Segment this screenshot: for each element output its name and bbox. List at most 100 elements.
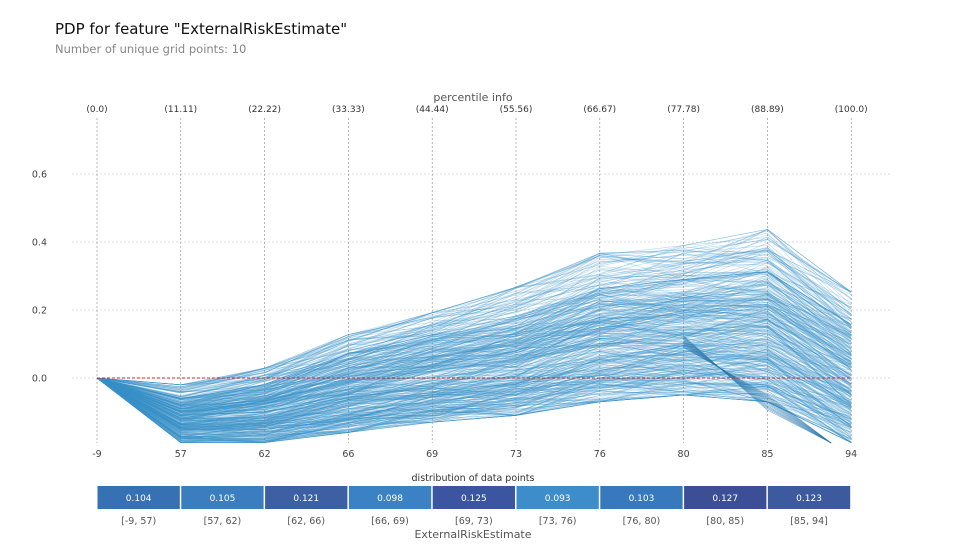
- ice-line: [96, 377, 852, 443]
- x-axis-title: ExternalRiskEstimate: [414, 528, 531, 541]
- ice-line: [96, 306, 852, 415]
- x-tick-label: -9: [92, 449, 101, 460]
- ice-line: [96, 350, 852, 428]
- distribution-bin: [181, 486, 264, 509]
- ice-line: [96, 253, 852, 401]
- ice-line: [96, 371, 852, 438]
- ice-line: [96, 360, 852, 436]
- ice-line: [96, 319, 852, 425]
- x-tick-label: 76: [594, 449, 606, 460]
- distribution-bin: [432, 486, 515, 509]
- ice-line: [96, 298, 852, 406]
- ice-line: [96, 290, 852, 409]
- ice-line: [96, 354, 852, 429]
- ice-line: [96, 326, 852, 417]
- ice-line: [96, 333, 852, 424]
- ice-line: [96, 344, 852, 428]
- ice-line: [96, 341, 852, 425]
- ice-line: [96, 359, 852, 433]
- ice-line: [96, 248, 852, 401]
- percentile-tick-label: (77.78): [667, 105, 700, 115]
- ice-line: [96, 377, 852, 443]
- ice-line: [96, 336, 852, 426]
- ice-line: [96, 248, 852, 393]
- ice-line: [96, 257, 852, 397]
- ice-line: [96, 358, 852, 433]
- ice-line: [96, 377, 852, 443]
- ice-line: [96, 292, 852, 408]
- percentile-tick-label: (100.0): [835, 105, 868, 115]
- ice-line: [96, 324, 852, 411]
- ice-line: [96, 254, 852, 397]
- ice-line: [96, 371, 852, 433]
- ice-line: [96, 342, 852, 429]
- ice-line: [96, 341, 852, 428]
- ice-line: [96, 355, 852, 427]
- ice-line: [96, 294, 852, 410]
- ice-line: [96, 319, 852, 419]
- ice-line: [96, 354, 852, 440]
- ice-line: [96, 284, 852, 401]
- ice-line: [96, 344, 852, 434]
- ice-line: [96, 272, 852, 402]
- ice-line: [96, 289, 852, 404]
- distribution-bin: [767, 486, 851, 509]
- ice-line: [96, 348, 852, 431]
- ice-line: [96, 377, 852, 443]
- ice-line: [96, 307, 852, 417]
- ice-line: [96, 266, 852, 400]
- ice-line: [96, 301, 852, 412]
- ice-line: [96, 261, 852, 398]
- ice-line: [96, 317, 852, 425]
- ice-line: [96, 309, 852, 412]
- ice-line: [96, 358, 852, 427]
- ice-line: [96, 321, 852, 416]
- ice-line: [96, 369, 852, 440]
- ice-line: [96, 305, 852, 419]
- ice-line: [96, 351, 852, 429]
- distribution-bin: [600, 486, 683, 509]
- ice-line: [96, 300, 852, 412]
- ice-line: [96, 316, 852, 417]
- ice-line: [96, 324, 852, 426]
- ice-line: [96, 316, 852, 417]
- ice-line: [96, 299, 852, 415]
- ice-line: [96, 312, 852, 420]
- ice-line: [96, 332, 852, 428]
- distribution-bin-label: [-9, 57): [121, 516, 156, 527]
- ice-line: [96, 293, 852, 406]
- ice-line: [96, 333, 852, 420]
- ice-line: [96, 342, 852, 421]
- ice-line: [96, 325, 852, 425]
- ice-line: [96, 293, 852, 414]
- ice-line: [96, 331, 852, 418]
- ice-line: [96, 372, 852, 440]
- ice-line: [96, 275, 852, 408]
- ice-line: [96, 292, 852, 405]
- ice-line: [96, 259, 852, 393]
- ice-line: [96, 377, 852, 443]
- ice-line: [96, 271, 852, 399]
- ice-line: [96, 377, 852, 443]
- ice-line: [96, 247, 852, 394]
- ice-lines: [96, 229, 852, 444]
- ice-line: [96, 269, 852, 394]
- ice-line: [96, 255, 852, 398]
- ice-line: [96, 369, 852, 441]
- ice-line: [96, 284, 852, 405]
- ice-line: [96, 274, 852, 397]
- ice-line: [96, 271, 852, 400]
- ice-line: [96, 325, 852, 415]
- ice-line: [96, 275, 852, 399]
- ice-line: [96, 358, 852, 435]
- ice-line: [96, 262, 852, 388]
- ice-line: [96, 326, 852, 428]
- ice-line: [96, 280, 852, 399]
- ice-line: [96, 267, 852, 409]
- ice-line: [96, 274, 852, 411]
- ice-line: [96, 282, 852, 410]
- distribution-bin-value: 0.093: [545, 494, 571, 504]
- ice-line: [96, 260, 852, 394]
- ice-line: [96, 333, 852, 421]
- ice-line: [96, 342, 852, 429]
